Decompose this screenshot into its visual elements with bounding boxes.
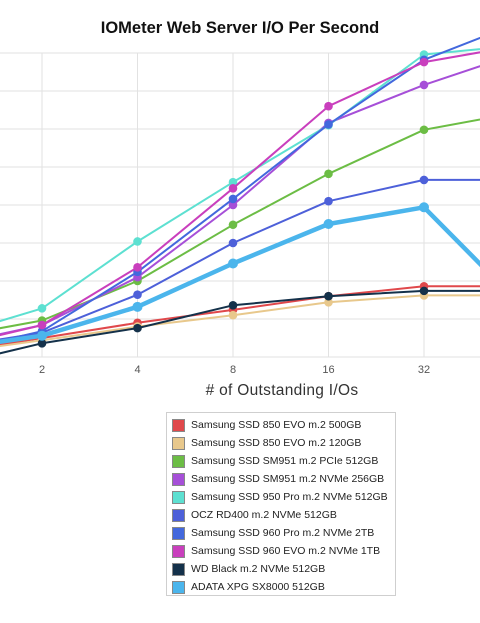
- legend-label: ADATA XPG SX8000 512GB: [191, 581, 325, 593]
- data-point[interactable]: [37, 339, 47, 348]
- legend-label: Samsung SSD 850 EVO m.2 120GB: [191, 437, 362, 449]
- legend-swatch: [172, 490, 185, 504]
- legend-label: OCZ RD400 m.2 NVMe 512GB: [191, 509, 337, 521]
- legend-swatch: [172, 436, 185, 450]
- legend-swatch: [172, 526, 185, 540]
- x-tick-label: 2: [39, 364, 45, 376]
- series-6: [0, 36, 480, 342]
- series-4: [0, 48, 480, 323]
- data-point[interactable]: [323, 219, 334, 229]
- legend-item[interactable]: Samsung SSD 950 Pro m.2 NVMe 512GB: [172, 488, 395, 506]
- data-point[interactable]: [324, 101, 333, 111]
- legend-item[interactable]: Samsung SSD 850 EVO m.2 120GB: [172, 434, 395, 452]
- data-point[interactable]: [324, 291, 333, 301]
- data-point[interactable]: [419, 202, 429, 213]
- data-point[interactable]: [133, 323, 142, 333]
- data-point[interactable]: [419, 125, 429, 135]
- data-point[interactable]: [228, 301, 238, 310]
- legend-item[interactable]: Samsung SSD SM951 m.2 NVMe 256GB: [172, 470, 395, 488]
- data-point[interactable]: [228, 183, 238, 193]
- legend-label: WD Black m.2 NVMe 512GB: [191, 563, 326, 575]
- data-point[interactable]: [37, 330, 47, 341]
- series-line: [0, 205, 480, 344]
- x-axis-label: # of Outstanding I/Os: [205, 382, 359, 399]
- data-point[interactable]: [324, 120, 333, 129]
- x-tick-labels: 2 4 8 16 32: [39, 364, 430, 376]
- legend-label: Samsung SSD 960 Pro m.2 NVMe 2TB: [191, 527, 375, 539]
- data-point[interactable]: [228, 310, 238, 320]
- data-point[interactable]: [228, 238, 238, 248]
- data-point[interactable]: [419, 175, 429, 185]
- series-2: [0, 118, 480, 330]
- data-point[interactable]: [133, 237, 142, 246]
- legend: Samsung SSD 850 EVO m.2 500GB Samsung SSD…: [166, 412, 396, 596]
- legend-swatch: [172, 454, 185, 468]
- data-point[interactable]: [228, 220, 238, 230]
- legend-swatch: [172, 544, 185, 558]
- data-point[interactable]: [228, 258, 238, 269]
- data-point[interactable]: [133, 263, 142, 272]
- legend-label: Samsung SSD SM951 m.2 PCIe 512GB: [191, 455, 379, 467]
- x-tick-label: 4: [134, 364, 140, 376]
- chart-title: IOMeter Web Server I/O Per Second: [100, 19, 380, 37]
- legend-item[interactable]: ADATA XPG SX8000 512GB: [172, 578, 395, 596]
- data-point[interactable]: [324, 297, 333, 307]
- legend-item[interactable]: Samsung SSD 850 EVO m.2 500GB: [172, 416, 395, 434]
- data-point[interactable]: [133, 290, 142, 299]
- legend-swatch: [172, 562, 185, 576]
- legend-item[interactable]: WD Black m.2 NVMe 512GB: [172, 560, 395, 578]
- legend-label: Samsung SSD 850 EVO m.2 500GB: [191, 419, 362, 431]
- data-point[interactable]: [37, 304, 47, 313]
- series-layer: [0, 36, 480, 355]
- legend-item[interactable]: Samsung SSD SM951 m.2 PCIe 512GB: [172, 452, 395, 470]
- legend-swatch: [172, 418, 185, 432]
- series-8: [0, 286, 480, 355]
- data-point[interactable]: [228, 194, 238, 204]
- legend-swatch: [172, 580, 185, 594]
- series-7: [0, 51, 480, 337]
- series-9: [0, 202, 480, 344]
- series-line: [0, 48, 480, 323]
- series-3: [0, 65, 480, 336]
- x-tick-label: 16: [322, 364, 334, 376]
- data-point[interactable]: [132, 301, 143, 312]
- data-point[interactable]: [324, 169, 333, 179]
- x-tick-label: 8: [230, 364, 236, 376]
- legend-swatch: [172, 508, 185, 522]
- legend-item[interactable]: Samsung SSD 960 EVO m.2 NVMe 1TB: [172, 542, 395, 560]
- x-tick-label: 32: [418, 364, 430, 376]
- legend-item[interactable]: OCZ RD400 m.2 NVMe 512GB: [172, 506, 395, 524]
- series-line: [0, 65, 480, 336]
- legend-label: Samsung SSD 950 Pro m.2 NVMe 512GB: [191, 491, 388, 503]
- legend-label: Samsung SSD SM951 m.2 NVMe 256GB: [191, 473, 385, 485]
- data-point[interactable]: [228, 177, 238, 187]
- data-point[interactable]: [37, 320, 47, 330]
- data-point[interactable]: [419, 80, 429, 90]
- data-point[interactable]: [419, 286, 429, 296]
- legend-item[interactable]: Samsung SSD 960 Pro m.2 NVMe 2TB: [172, 524, 395, 542]
- legend-swatch: [172, 472, 185, 486]
- legend-label: Samsung SSD 960 EVO m.2 NVMe 1TB: [191, 545, 381, 557]
- data-point[interactable]: [419, 57, 429, 67]
- data-point[interactable]: [324, 196, 333, 206]
- series-1: [0, 291, 480, 347]
- line-chart: 2 4 8 16 32: [0, 36, 480, 376]
- series-line: [0, 36, 480, 342]
- data-point[interactable]: [228, 200, 238, 210]
